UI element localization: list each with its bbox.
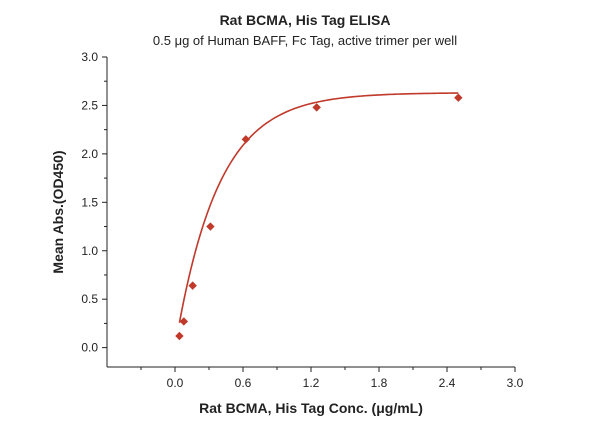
x-tick-label: 2.4 (439, 376, 456, 390)
x-tick-label: 0.0 (167, 376, 184, 390)
data-point (206, 222, 215, 231)
data-points (175, 93, 463, 341)
y-tick-label: 2.5 (81, 98, 98, 112)
data-point (312, 103, 321, 112)
x-tick-label: 0.6 (235, 376, 252, 390)
chart-subtitle: 0.5 μg of Human BAFF, Fc Tag, active tri… (153, 33, 457, 48)
y-axis-label: Mean Abs.(OD450) (50, 150, 66, 273)
plot-area: 0.0 0.6 1.2 1.8 2.4 3.0 0.0 0.5 1.0 1.5 2.0 2.5 3.0 (81, 50, 523, 390)
y-tick-label: 1.0 (81, 244, 98, 258)
y-tick-label: 0.5 (81, 292, 98, 306)
y-tick-label: 1.5 (81, 195, 98, 209)
data-point (179, 317, 189, 326)
chart-title: Rat BCMA, His Tag ELISA (220, 12, 391, 28)
y-tick-label: 3.0 (81, 50, 98, 64)
y-axis-ticks: 0.0 0.5 1.0 1.5 2.0 2.5 3.0 (81, 50, 107, 355)
data-point (175, 331, 184, 341)
data-point (454, 93, 463, 102)
x-tick-label: 1.2 (303, 376, 320, 390)
x-axis-label: Rat BCMA, His Tag Conc. (μg/mL) (199, 400, 423, 416)
y-tick-label: 2.0 (81, 147, 98, 161)
x-tick-label: 3.0 (507, 376, 524, 390)
fit-curve (178, 92, 459, 323)
x-axis-ticks: 0.0 0.6 1.2 1.8 2.4 3.0 (140, 367, 524, 390)
y-tick-label: 0.0 (81, 341, 98, 355)
data-point (241, 135, 251, 144)
data-point (188, 281, 197, 290)
x-tick-label: 1.8 (371, 376, 388, 390)
